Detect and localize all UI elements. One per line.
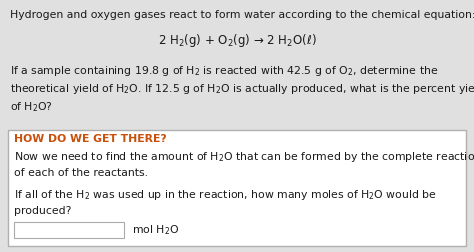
Text: Hydrogen and oxygen gases react to form water according to the chemical equation: Hydrogen and oxygen gases react to form … (10, 10, 474, 20)
Text: of H$_2$O?: of H$_2$O? (10, 100, 53, 114)
Text: produced?: produced? (14, 206, 72, 216)
Text: mol H$_2$O: mol H$_2$O (132, 223, 179, 237)
Text: 2 H$_2$(g) + O$_2$(g) → 2 H$_2$O(ℓ): 2 H$_2$(g) + O$_2$(g) → 2 H$_2$O(ℓ) (158, 32, 316, 49)
Text: of each of the reactants.: of each of the reactants. (14, 168, 148, 178)
Bar (14, 222, 124, 238)
Text: If a sample containing 19.8 g of H$_2$ is reacted with 42.5 g of O$_2$, determin: If a sample containing 19.8 g of H$_2$ i… (10, 64, 438, 78)
Text: HOW DO WE GET THERE?: HOW DO WE GET THERE? (14, 134, 167, 144)
Bar (8, 130, 466, 246)
Text: Now we need to find the amount of H$_2$O that can be formed by the complete reac: Now we need to find the amount of H$_2$O… (14, 150, 474, 164)
Text: If all of the H$_2$ was used up in the reaction, how many moles of H$_2$O would : If all of the H$_2$ was used up in the r… (14, 188, 437, 202)
Text: theoretical yield of H$_2$O. If 12.5 g of H$_2$O is actually produced, what is t: theoretical yield of H$_2$O. If 12.5 g o… (10, 82, 474, 96)
